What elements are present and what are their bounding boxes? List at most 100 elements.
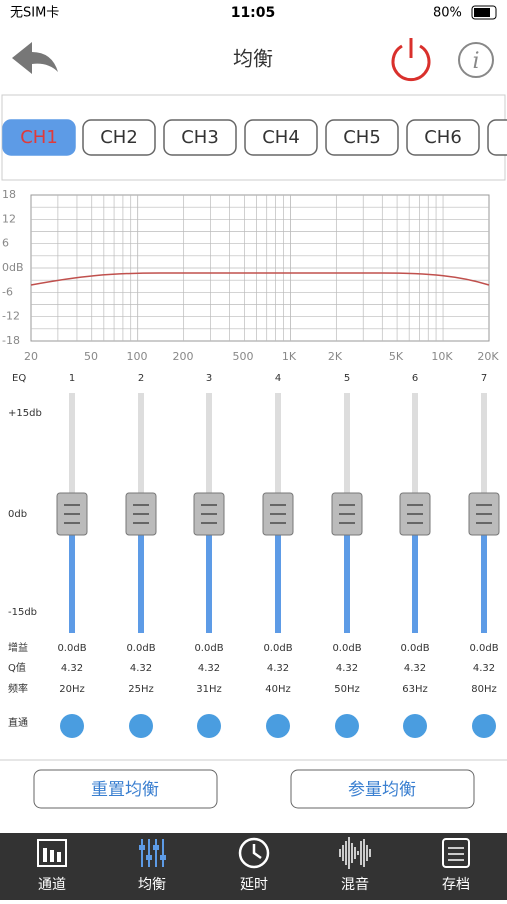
slider-handle[interactable] <box>125 492 157 536</box>
action-button-label: 参量均衡 <box>348 780 416 800</box>
tab-label: 通道 <box>38 877 66 893</box>
bypass-button[interactable] <box>472 714 496 738</box>
bypass-button[interactable] <box>60 714 84 738</box>
bypass-button[interactable] <box>197 714 221 738</box>
channel-label: CH6 <box>424 127 462 148</box>
channel-button-bg <box>2 119 76 156</box>
channel-label: CH2 <box>100 127 138 148</box>
slider-handle[interactable] <box>399 492 431 536</box>
bypass-button[interactable] <box>129 714 153 738</box>
action-button[interactable]: 重置均衡 <box>33 769 218 809</box>
band-number: 1 <box>69 373 75 384</box>
slider-track <box>344 393 350 535</box>
band-gain: 0.0dB <box>126 643 155 654</box>
band-freq: 63Hz <box>402 684 428 695</box>
eq-row-label: +15db <box>8 408 42 419</box>
channel-button[interactable]: CH2 <box>82 119 156 156</box>
power-button[interactable] <box>391 38 431 82</box>
tab-icon <box>252 844 262 860</box>
band-gain: 0.0dB <box>263 643 292 654</box>
slider-fill <box>275 535 281 633</box>
tab-icon <box>153 845 159 850</box>
tab-icon <box>442 838 470 868</box>
channel-label: CH5 <box>343 127 381 148</box>
y-axis-label: 12 <box>2 212 16 225</box>
x-axis-label: 10K <box>431 350 453 363</box>
band-q: 4.32 <box>473 663 495 674</box>
slider-handle[interactable] <box>468 492 500 536</box>
bypass-button[interactable] <box>403 714 427 738</box>
slider-fill <box>206 535 212 633</box>
tab-icon <box>160 855 166 860</box>
slider-fill <box>69 535 75 633</box>
tab[interactable]: 延时 <box>238 837 270 893</box>
tab[interactable]: 均衡 <box>138 839 166 893</box>
slider-fill <box>412 535 418 633</box>
band-number: 5 <box>344 373 350 384</box>
slider-handle[interactable] <box>56 492 88 536</box>
tab-label: 混音 <box>341 876 369 893</box>
slider-handle[interactable] <box>262 492 294 536</box>
band-freq: 50Hz <box>334 684 360 695</box>
channel-button-partial[interactable] <box>487 119 507 156</box>
channel-button[interactable]: CH1 <box>2 119 76 156</box>
y-axis-label: 18 <box>2 188 16 201</box>
eq-row-label: -15db <box>8 607 37 618</box>
bypass-button[interactable] <box>266 714 290 738</box>
band-number: 7 <box>481 373 487 384</box>
x-axis-label: 1K <box>282 350 297 363</box>
y-axis-label: -12 <box>2 310 20 323</box>
channel-button[interactable]: CH3 <box>163 119 237 156</box>
eq-row-label: 增益 <box>8 641 28 654</box>
back-button[interactable] <box>12 42 58 74</box>
x-axis-label: 500 <box>233 350 254 363</box>
y-axis-label: -6 <box>2 285 13 298</box>
channel-button-bg <box>82 119 156 156</box>
slider-track <box>206 393 212 535</box>
channel-button-bg <box>406 119 480 156</box>
action-button-bg <box>290 769 475 809</box>
y-axis-label: 6 <box>2 237 9 250</box>
slider-fill <box>481 535 487 633</box>
x-axis-label: 100 <box>127 350 148 363</box>
band-q: 4.32 <box>404 663 426 674</box>
bypass-button[interactable] <box>335 714 359 738</box>
x-axis-label: 20K <box>477 350 499 363</box>
eq-row-label: 频率 <box>8 682 28 695</box>
info-button[interactable]: i <box>458 42 494 78</box>
channel-label: CH3 <box>181 127 219 148</box>
band-number: 4 <box>275 373 281 384</box>
slider-handle[interactable] <box>193 492 225 536</box>
slider-track <box>481 393 487 535</box>
tab-label: 均衡 <box>138 877 166 893</box>
band-freq: 20Hz <box>59 684 85 695</box>
action-button[interactable]: 参量均衡 <box>290 769 475 809</box>
band-q: 4.32 <box>267 663 289 674</box>
tab-label: 存档 <box>442 877 470 893</box>
svg-text:i: i <box>472 49 479 74</box>
channel-button[interactable]: CH6 <box>406 119 480 156</box>
slider-handle[interactable] <box>331 492 363 536</box>
eq-curve <box>30 272 490 286</box>
battery: 80% <box>433 6 462 21</box>
band-freq: 25Hz <box>128 684 154 695</box>
tab[interactable]: 通道 <box>37 839 67 893</box>
tab[interactable]: 混音 <box>337 837 373 893</box>
channel-button[interactable]: CH5 <box>325 119 399 156</box>
tab-icon <box>238 837 270 869</box>
tab-icon <box>50 850 54 862</box>
band-gain: 0.0dB <box>469 643 498 654</box>
slider-track <box>69 393 75 535</box>
band-gain: 0.0dB <box>194 643 223 654</box>
x-axis-label: 2K <box>328 350 343 363</box>
eq-row-label: 直通 <box>8 716 28 729</box>
tab-icon <box>57 852 61 862</box>
channel-button-bg <box>325 119 399 156</box>
slider-fill <box>344 535 350 633</box>
band-number: 2 <box>138 373 144 384</box>
channel-button[interactable]: CH4 <box>244 119 318 156</box>
y-axis-label: 0dB <box>2 261 24 274</box>
tab[interactable]: 存档 <box>442 838 470 893</box>
